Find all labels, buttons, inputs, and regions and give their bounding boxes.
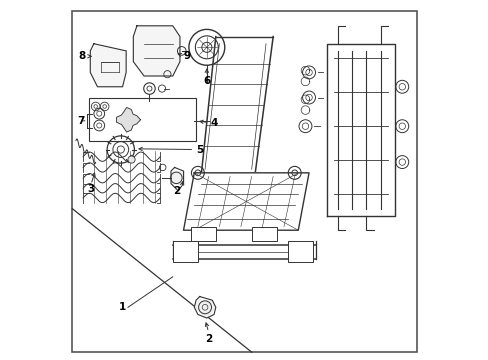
Text: 4: 4 — [210, 118, 217, 128]
Circle shape — [128, 156, 135, 163]
Text: 8: 8 — [79, 51, 86, 61]
Text: 2: 2 — [204, 333, 212, 343]
Text: 2: 2 — [172, 186, 180, 196]
Text: 9: 9 — [183, 51, 190, 61]
Bar — [190, 226, 215, 241]
Bar — [172, 241, 198, 262]
Text: 6: 6 — [203, 76, 210, 86]
Text: 6: 6 — [0, 359, 1, 360]
Polygon shape — [133, 26, 180, 76]
Bar — [88, 98, 196, 140]
Text: 7: 7 — [77, 116, 84, 126]
Polygon shape — [90, 44, 126, 87]
Text: 5: 5 — [196, 145, 203, 155]
Polygon shape — [183, 173, 308, 230]
Bar — [287, 241, 312, 262]
Text: 3: 3 — [87, 184, 95, 194]
Polygon shape — [171, 171, 183, 184]
Polygon shape — [116, 108, 140, 132]
Polygon shape — [194, 300, 215, 318]
Bar — [251, 226, 276, 241]
Text: 1: 1 — [119, 302, 126, 312]
